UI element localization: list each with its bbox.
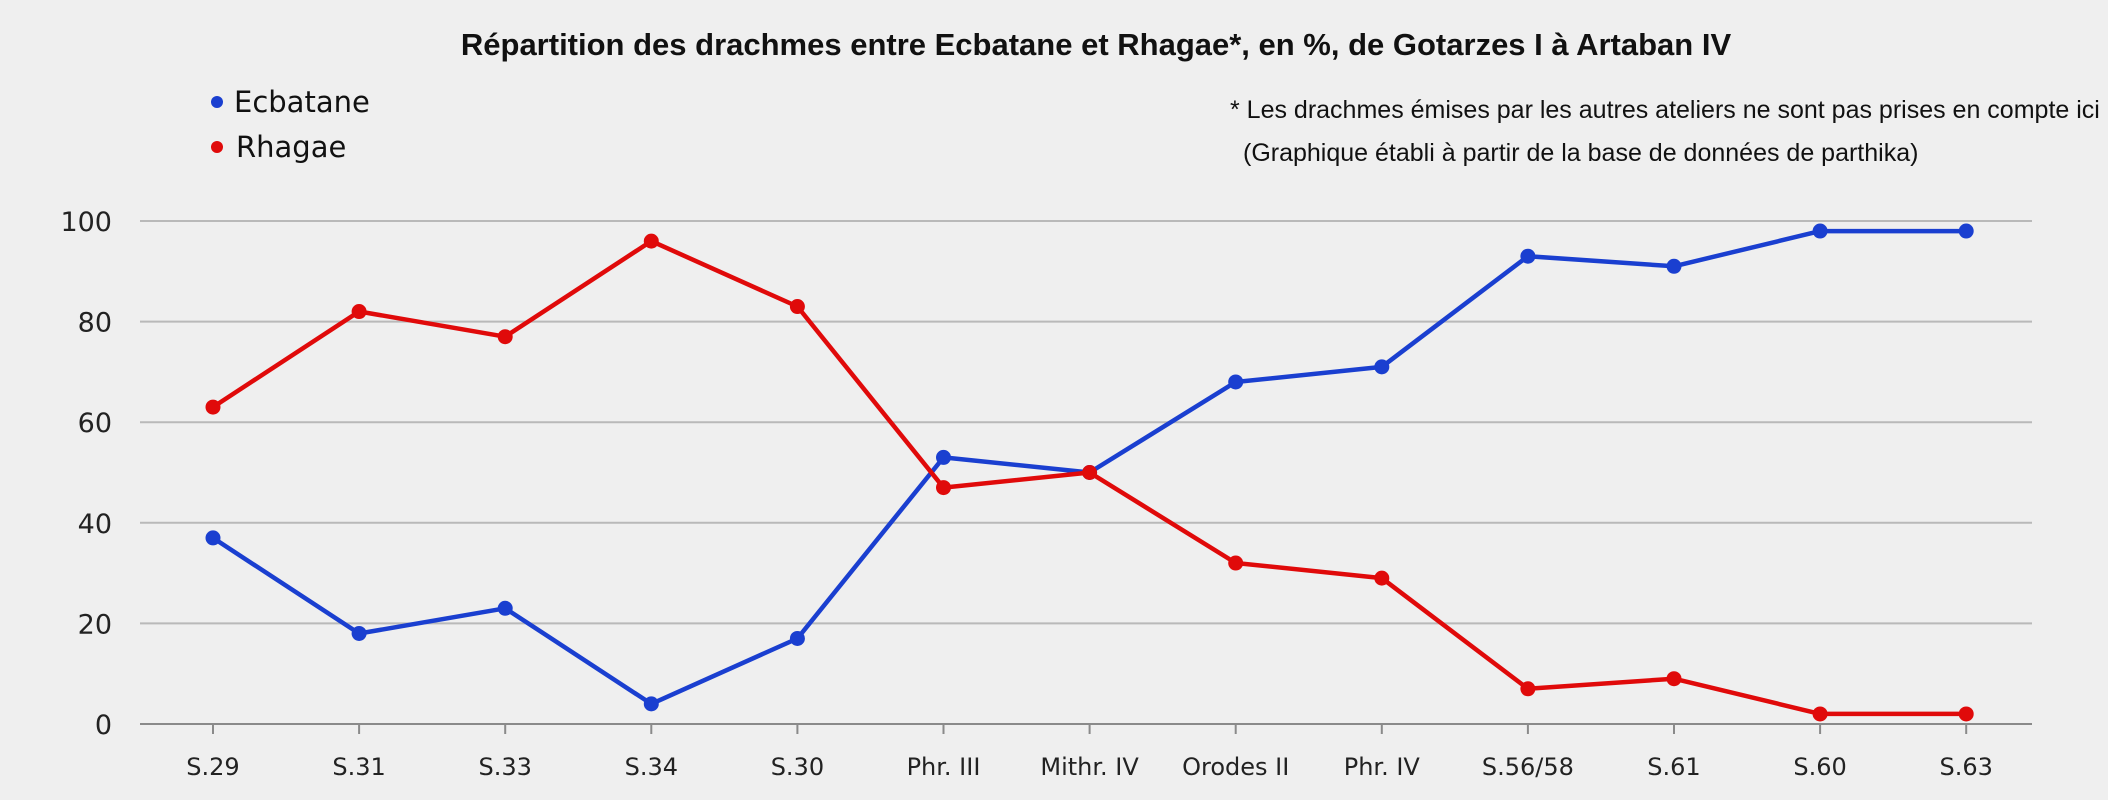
data-point-rhagae: [1520, 681, 1536, 697]
x-tick-label: S.60: [1793, 753, 1846, 781]
legend: Ecbatane Rhagae: [211, 85, 370, 164]
data-point-ecbatane: [1228, 374, 1244, 390]
y-tick-label: 0: [95, 710, 112, 741]
data-point-rhagae: [497, 329, 513, 345]
data-point-rhagae: [1958, 706, 1974, 722]
x-tick-label: Orodes II: [1182, 753, 1289, 781]
y-tick-label: 60: [78, 408, 112, 439]
data-point-rhagae: [936, 480, 951, 496]
data-point-ecbatane: [643, 696, 659, 712]
y-tick-label: 100: [60, 207, 112, 238]
x-tick-label: Mithr. IV: [1040, 753, 1139, 781]
data-point-ecbatane: [497, 600, 513, 616]
data-point-ecbatane: [205, 530, 221, 546]
x-tick-label: Phr. III: [907, 753, 981, 781]
x-axis-ticks: S.29 S.31 S.33 S.34 S.30 Phr. III Mithr. IV Oro…: [186, 724, 1993, 781]
data-point-ecbatane: [1958, 223, 1974, 239]
data-point-rhagae: [789, 299, 805, 315]
y-axis-ticks: 0 20 40 60 80 100: [60, 207, 112, 741]
gridlines: [140, 220, 2032, 725]
series-rhagae: [205, 233, 1974, 722]
x-tick-label: S.56/58: [1482, 753, 1574, 781]
x-tick-label: Phr. IV: [1344, 753, 1421, 781]
legend-label-rhagae: Rhagae: [236, 130, 346, 164]
data-point-rhagae: [643, 233, 659, 249]
data-point-ecbatane: [1374, 359, 1390, 375]
data-point-rhagae: [1228, 555, 1244, 571]
x-tick-label: S.61: [1647, 753, 1700, 781]
data-point-ecbatane: [1520, 248, 1536, 264]
chart-title: Répartition des drachmes entre Ecbatane …: [461, 27, 1732, 62]
x-tick-label: S.31: [332, 753, 385, 781]
y-tick-label: 40: [78, 509, 112, 540]
footnote-line-1: * Les drachmes émises par les autres ate…: [1230, 96, 2100, 124]
series-lines: [205, 223, 1974, 722]
x-tick-label: S.30: [771, 753, 824, 781]
data-point-ecbatane: [1812, 223, 1828, 239]
data-point-rhagae: [205, 399, 221, 415]
data-point-rhagae: [1812, 706, 1828, 722]
data-point-rhagae: [1374, 570, 1390, 586]
data-point-ecbatane: [1666, 258, 1682, 274]
x-tick-label: S.34: [625, 753, 678, 781]
footnote-line-2: (Graphique établi à partir de la base de…: [1243, 139, 1918, 167]
data-point-ecbatane: [351, 625, 367, 641]
legend-marker-ecbatane: [211, 96, 223, 108]
x-tick-label: S.33: [478, 753, 531, 781]
data-point-ecbatane: [789, 630, 805, 646]
legend-label-ecbatane: Ecbatane: [234, 85, 370, 119]
y-tick-label: 80: [78, 308, 112, 339]
data-point-rhagae: [351, 304, 367, 320]
data-point-rhagae: [1666, 671, 1682, 687]
legend-marker-rhagae: [211, 141, 223, 153]
x-tick-label: S.29: [186, 753, 239, 781]
x-tick-label: S.63: [1939, 753, 1992, 781]
data-point-ecbatane: [936, 449, 951, 465]
y-tick-label: 20: [78, 609, 112, 640]
data-point-rhagae: [1082, 465, 1098, 480]
